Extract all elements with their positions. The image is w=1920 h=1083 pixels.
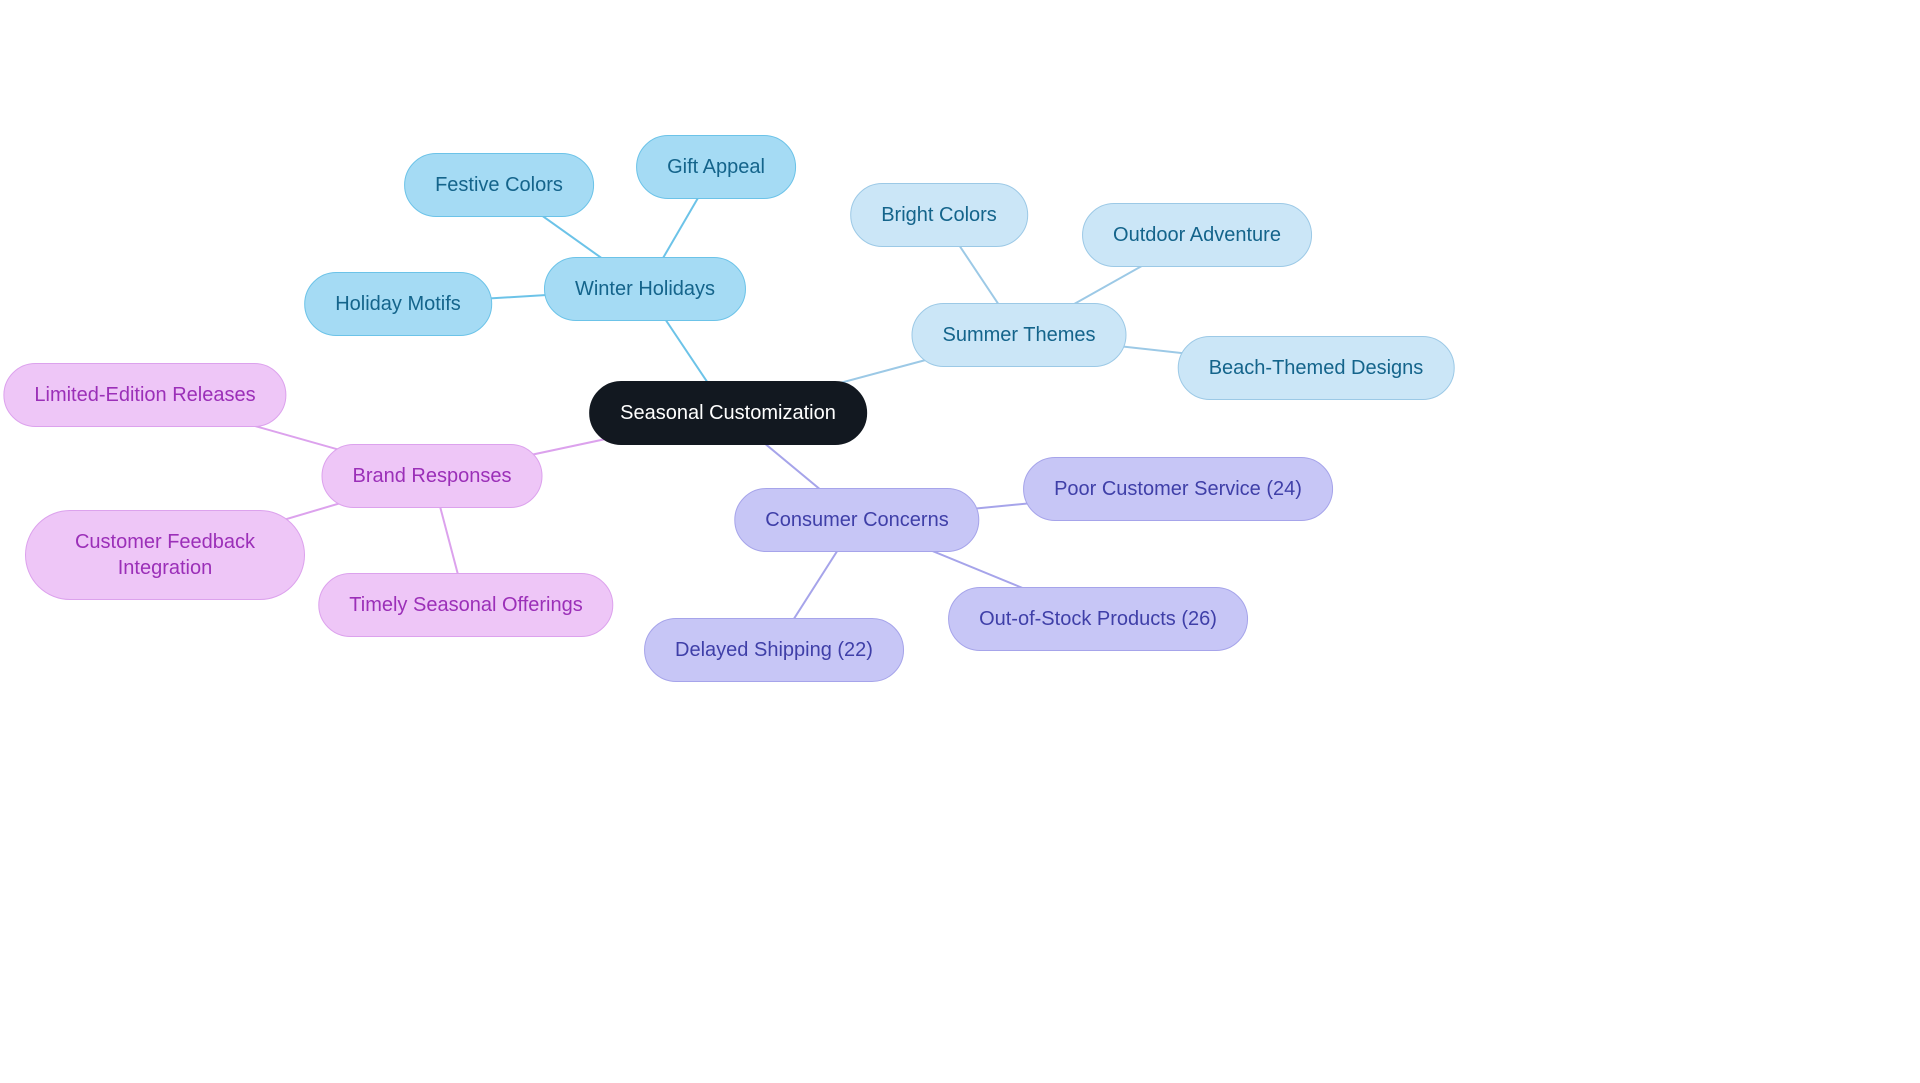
node-label: Poor Customer Service (24) <box>1054 478 1302 500</box>
node-label: Limited-Edition Releases <box>34 384 255 406</box>
node-limited[interactable]: Limited-Edition Releases <box>3 363 286 427</box>
node-gift[interactable]: Gift Appeal <box>636 135 796 199</box>
node-festive[interactable]: Festive Colors <box>404 153 594 217</box>
node-label: Gift Appeal <box>667 156 765 178</box>
node-label: Delayed Shipping (22) <box>675 639 873 661</box>
node-label: Summer Themes <box>942 324 1095 346</box>
mindmap-canvas: Seasonal Customization Winter Holidays Fes… <box>0 0 1920 1083</box>
node-holiday[interactable]: Holiday Motifs <box>304 272 492 336</box>
node-feedback[interactable]: Customer Feedback Integration <box>25 510 305 600</box>
node-timely[interactable]: Timely Seasonal Offerings <box>318 573 613 637</box>
node-outdoor[interactable]: Outdoor Adventure <box>1082 203 1312 267</box>
node-label: Bright Colors <box>881 204 997 226</box>
node-label: Outdoor Adventure <box>1113 224 1281 246</box>
node-winter[interactable]: Winter Holidays <box>544 257 746 321</box>
node-beach[interactable]: Beach-Themed Designs <box>1178 336 1455 400</box>
node-poor[interactable]: Poor Customer Service (24) <box>1023 457 1333 521</box>
node-consumer[interactable]: Consumer Concerns <box>734 488 979 552</box>
node-label: Consumer Concerns <box>765 509 948 531</box>
node-label: Beach-Themed Designs <box>1209 357 1424 379</box>
node-label: Timely Seasonal Offerings <box>349 594 582 616</box>
node-outstock[interactable]: Out-of-Stock Products (26) <box>948 587 1248 651</box>
node-delayed[interactable]: Delayed Shipping (22) <box>644 618 904 682</box>
node-label: Customer Feedback Integration <box>75 531 255 579</box>
node-label: Festive Colors <box>435 174 563 196</box>
node-root[interactable]: Seasonal Customization <box>589 381 867 445</box>
node-label: Brand Responses <box>353 465 512 487</box>
node-summer[interactable]: Summer Themes <box>911 303 1126 367</box>
node-label: Out-of-Stock Products (26) <box>979 608 1217 630</box>
node-label: Holiday Motifs <box>335 293 461 315</box>
node-label: Winter Holidays <box>575 278 715 300</box>
node-brand[interactable]: Brand Responses <box>322 444 543 508</box>
node-bright[interactable]: Bright Colors <box>850 183 1028 247</box>
node-label: Seasonal Customization <box>620 402 836 424</box>
